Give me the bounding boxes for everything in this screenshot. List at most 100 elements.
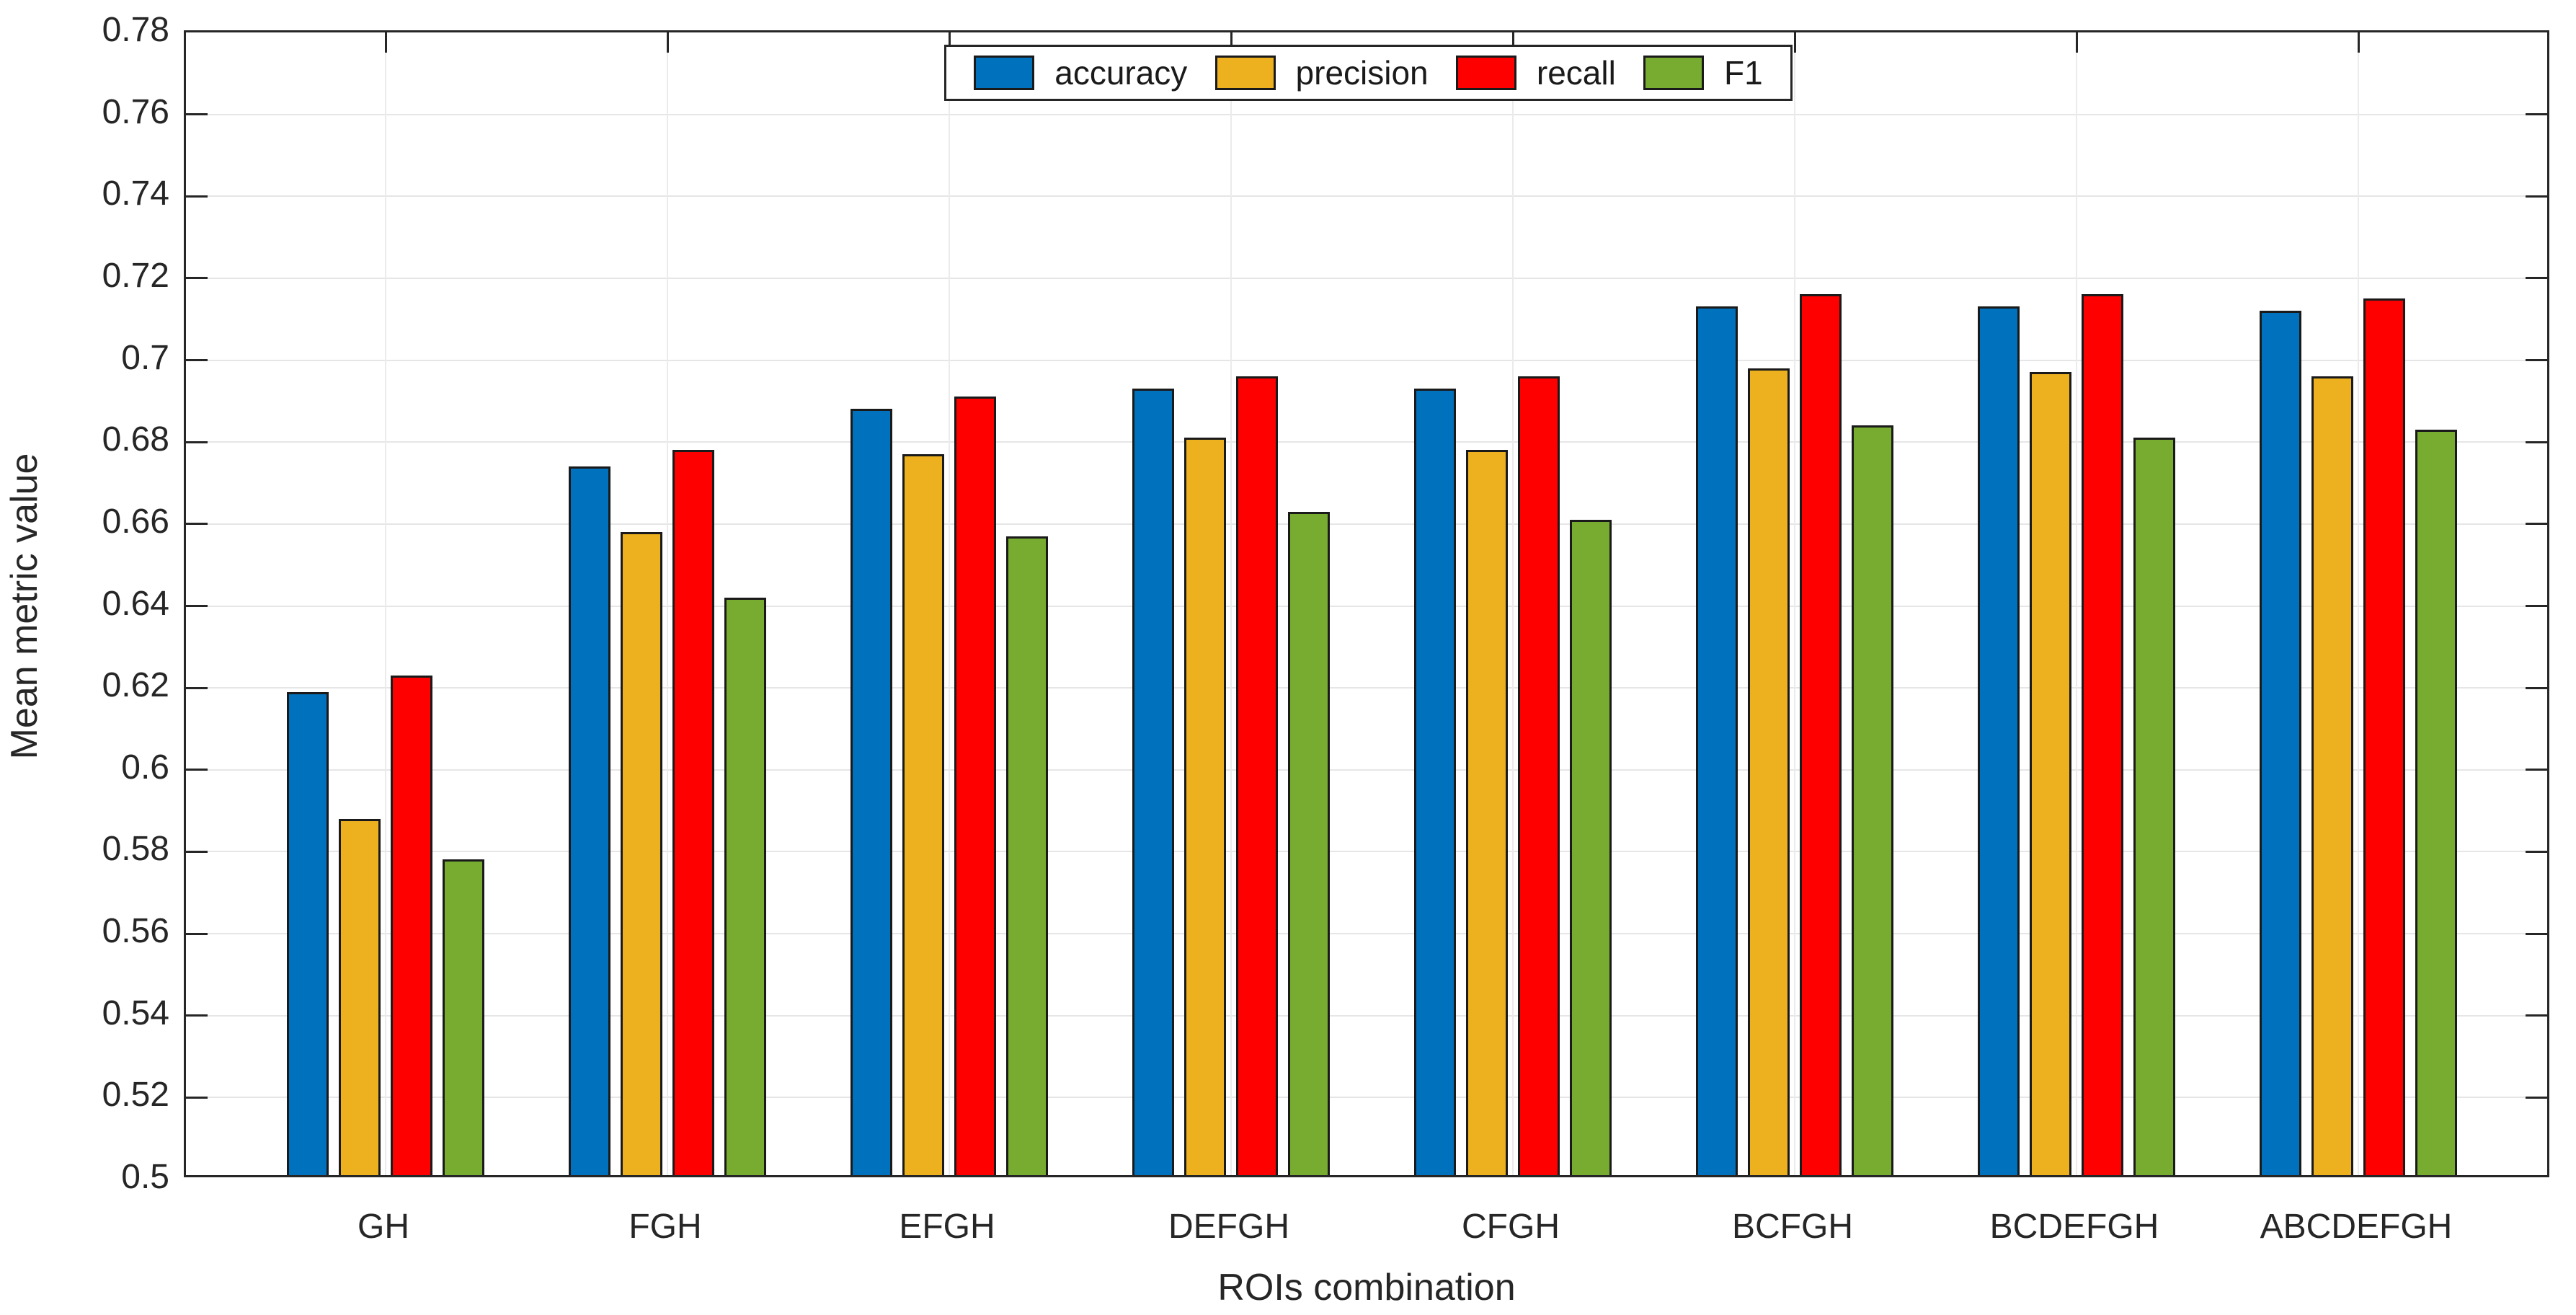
h-gridline: [186, 1097, 2547, 1099]
h-gridline: [186, 441, 2547, 443]
y-tick-mark: [2526, 850, 2547, 853]
y-tick-label: 0.54: [102, 993, 169, 1032]
bar-accuracy-DEFGH: [1132, 389, 1174, 1175]
bar-precision-GH: [339, 818, 381, 1175]
h-gridline: [186, 933, 2547, 935]
h-gridline: [186, 113, 2547, 115]
bar-precision-ABCDEFGH: [2311, 376, 2353, 1175]
x-category-label: DEFGH: [1168, 1208, 1289, 1246]
x-tick-mark: [948, 32, 951, 53]
y-tick-mark: [186, 605, 208, 607]
bar-F1-FGH: [724, 597, 766, 1175]
bar-precision-EFGH: [902, 453, 944, 1175]
y-tick-mark: [2526, 1014, 2547, 1017]
y-tick-mark: [186, 359, 208, 362]
y-tick-mark: [186, 523, 208, 526]
y-tick-label: 0.62: [102, 666, 169, 705]
h-gridline: [186, 851, 2547, 853]
y-tick-label: 0.7: [121, 338, 169, 377]
h-gridline: [186, 769, 2547, 771]
bar-accuracy-EFGH: [850, 409, 892, 1175]
bar-recall-FGH: [672, 450, 714, 1175]
bar-accuracy-CFGH: [1414, 389, 1456, 1175]
bar-F1-BCFGH: [1852, 425, 1893, 1175]
x-axis-title: ROIs combination: [1217, 1267, 1516, 1309]
v-gridline: [667, 32, 668, 1175]
v-gridline: [1230, 32, 1232, 1175]
x-tick-mark: [2075, 32, 2078, 53]
bar-precision-BCDEFGH: [2030, 372, 2071, 1175]
y-tick-label: 0.56: [102, 912, 169, 951]
bar-precision-DEFGH: [1184, 438, 1226, 1175]
legend-item-F1: F1: [1643, 53, 1763, 92]
bar-recall-ABCDEFGH: [2363, 298, 2405, 1175]
legend-swatch-F1: [1643, 56, 1705, 90]
h-gridline: [186, 277, 2547, 279]
y-tick-mark: [2526, 359, 2547, 362]
x-category-label: ABCDEFGH: [2260, 1208, 2453, 1246]
h-gridline: [186, 195, 2547, 198]
y-tick-label: 0.72: [102, 256, 169, 295]
bar-recall-EFGH: [954, 397, 996, 1175]
bar-F1-DEFGH: [1288, 511, 1330, 1175]
legend-label: precision: [1295, 54, 1429, 92]
v-gridline: [1512, 32, 1514, 1175]
y-tick-label: 0.64: [102, 584, 169, 623]
y-tick-mark: [186, 195, 208, 198]
x-category-label: CFGH: [1462, 1208, 1560, 1246]
bar-accuracy-BCFGH: [1696, 306, 1738, 1175]
x-category-label: FGH: [629, 1208, 702, 1246]
y-tick-mark: [2526, 113, 2547, 116]
y-tick-mark: [186, 932, 208, 935]
bar-recall-BCFGH: [1800, 294, 1842, 1175]
v-gridline: [385, 32, 386, 1175]
legend-swatch-accuracy: [974, 56, 1035, 90]
bar-recall-CFGH: [1518, 376, 1560, 1175]
y-tick-label: 0.68: [102, 420, 169, 459]
bar-precision-CFGH: [1466, 450, 1508, 1175]
x-tick-mark: [1511, 32, 1514, 53]
bar-F1-EFGH: [1006, 536, 1048, 1175]
bar-precision-FGH: [621, 531, 662, 1175]
y-tick-mark: [186, 440, 208, 443]
bar-accuracy-FGH: [569, 466, 610, 1175]
v-gridline: [2358, 32, 2359, 1175]
y-tick-mark: [186, 1096, 208, 1099]
legend-item-recall: recall: [1455, 53, 1616, 92]
y-tick-mark: [186, 277, 208, 280]
bar-recall-DEFGH: [1236, 376, 1278, 1175]
legend-label: recall: [1536, 54, 1616, 92]
y-tick-label: 0.66: [102, 502, 169, 541]
legend-swatch-precision: [1214, 56, 1276, 90]
y-tick-mark: [2526, 440, 2547, 443]
h-gridline: [186, 359, 2547, 361]
v-gridline: [949, 32, 950, 1175]
v-gridline: [2076, 32, 2077, 1175]
x-tick-mark: [666, 32, 669, 53]
plot-area: [184, 30, 2549, 1177]
h-gridline: [186, 687, 2547, 689]
legend-swatch-recall: [1455, 56, 1516, 90]
bar-accuracy-GH: [287, 691, 329, 1175]
legend-item-accuracy: accuracy: [974, 53, 1187, 92]
legend: accuracy precision recall F1: [944, 45, 1793, 101]
y-tick-label: 0.58: [102, 830, 169, 869]
y-tick-mark: [2526, 605, 2547, 607]
legend-item-precision: precision: [1214, 53, 1429, 92]
legend-label: accuracy: [1054, 54, 1188, 92]
y-tick-mark: [186, 686, 208, 689]
x-category-label: BCFGH: [1732, 1208, 1853, 1246]
y-tick-label: 0.78: [102, 11, 169, 49]
y-tick-mark: [2526, 523, 2547, 526]
x-category-label: GH: [357, 1208, 409, 1246]
y-tick-mark: [2526, 277, 2547, 280]
bar-accuracy-ABCDEFGH: [2260, 311, 2301, 1175]
bar-precision-BCFGH: [1748, 368, 1790, 1175]
y-tick-label: 0.76: [102, 92, 169, 131]
bar-F1-CFGH: [1570, 519, 1612, 1175]
bar-F1-BCDEFGH: [2133, 438, 2175, 1175]
y-tick-mark: [2526, 769, 2547, 771]
x-tick-mark: [2357, 32, 2360, 53]
y-tick-label: 0.52: [102, 1076, 169, 1115]
